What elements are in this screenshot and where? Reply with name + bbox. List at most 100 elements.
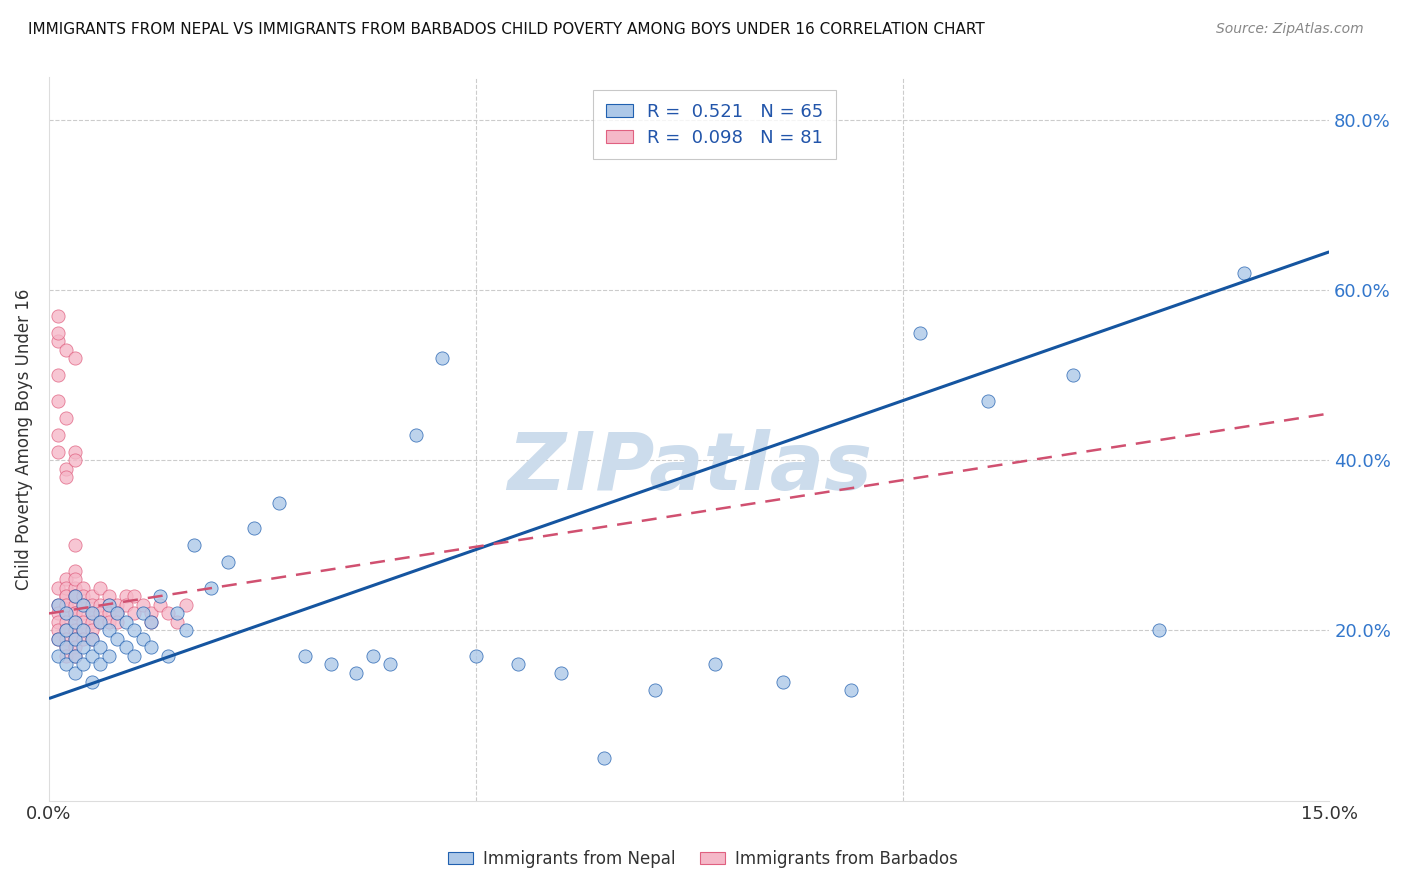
Point (46, 624, 69, 638)
Point (166, 615, 188, 629)
Point (344, 665, 367, 680)
Point (63, 665, 86, 680)
Point (1147, 624, 1170, 638)
Point (72, 598, 94, 612)
Point (174, 598, 197, 612)
Point (89, 657, 111, 672)
Point (63, 648, 86, 663)
Point (105, 598, 128, 612)
Point (55, 470, 77, 484)
Point (405, 427, 427, 442)
Point (550, 665, 572, 680)
Point (63, 624, 86, 638)
Point (55, 648, 77, 663)
Point (72, 607, 94, 621)
Point (80, 674, 103, 689)
Point (157, 607, 180, 621)
Point (508, 657, 530, 672)
Point (46, 632, 69, 646)
Point (114, 590, 136, 604)
Point (124, 607, 146, 621)
Point (977, 393, 1000, 408)
Point (63, 573, 86, 587)
Point (63, 590, 86, 604)
Point (63, 590, 86, 604)
Point (80, 607, 103, 621)
Point (80, 648, 103, 663)
Point (644, 683, 666, 698)
Point (132, 607, 155, 621)
Point (80, 624, 103, 638)
Point (55, 607, 77, 621)
Point (63, 453, 86, 467)
Point (97, 624, 120, 638)
Point (380, 657, 402, 672)
Point (124, 624, 146, 638)
Point (46, 334, 69, 348)
Point (63, 607, 86, 621)
Point (46, 632, 69, 646)
Point (55, 598, 77, 612)
Point (46, 309, 69, 323)
Point (46, 581, 69, 595)
Point (80, 615, 103, 629)
Point (132, 598, 155, 612)
Point (46, 615, 69, 629)
Point (72, 624, 94, 638)
Point (294, 648, 316, 663)
Point (63, 590, 86, 604)
Point (72, 581, 94, 595)
Point (55, 581, 77, 595)
Point (141, 640, 163, 655)
Point (97, 598, 120, 612)
Point (908, 326, 931, 340)
Point (363, 648, 385, 663)
Point (97, 590, 120, 604)
Point (839, 683, 862, 698)
Point (72, 657, 94, 672)
Text: ZIPatlas: ZIPatlas (506, 429, 872, 507)
Point (89, 615, 111, 629)
Point (46, 444, 69, 458)
Point (243, 521, 266, 535)
Point (80, 632, 103, 646)
Point (269, 496, 291, 510)
Point (141, 615, 163, 629)
Point (105, 615, 128, 629)
Point (55, 598, 77, 612)
Point (46, 427, 69, 442)
Point (105, 632, 128, 646)
Point (132, 632, 155, 646)
Point (72, 624, 94, 638)
Point (124, 648, 146, 663)
Legend: R =  0.521   N = 65, R =  0.098   N = 81: R = 0.521 N = 65, R = 0.098 N = 81 (593, 90, 837, 160)
Point (63, 444, 86, 458)
Point (55, 343, 77, 357)
Point (63, 640, 86, 655)
Point (63, 607, 86, 621)
Point (46, 368, 69, 383)
Point (55, 410, 77, 425)
Point (55, 624, 77, 638)
Point (703, 657, 725, 672)
Point (89, 640, 111, 655)
Text: IMMIGRANTS FROM NEPAL VS IMMIGRANTS FROM BARBADOS CHILD POVERTY AMONG BOYS UNDER: IMMIGRANTS FROM NEPAL VS IMMIGRANTS FROM… (28, 22, 984, 37)
Point (89, 607, 111, 621)
Point (46, 598, 69, 612)
Point (72, 632, 94, 646)
Point (63, 581, 86, 595)
Point (55, 607, 77, 621)
Point (55, 657, 77, 672)
Point (166, 607, 188, 621)
Point (55, 640, 77, 655)
Point (772, 674, 794, 689)
Point (55, 590, 77, 604)
Point (183, 538, 205, 552)
Point (46, 607, 69, 621)
Point (89, 598, 111, 612)
Point (114, 640, 136, 655)
Point (149, 598, 172, 612)
Point (55, 462, 77, 476)
Point (63, 648, 86, 663)
Point (55, 640, 77, 655)
